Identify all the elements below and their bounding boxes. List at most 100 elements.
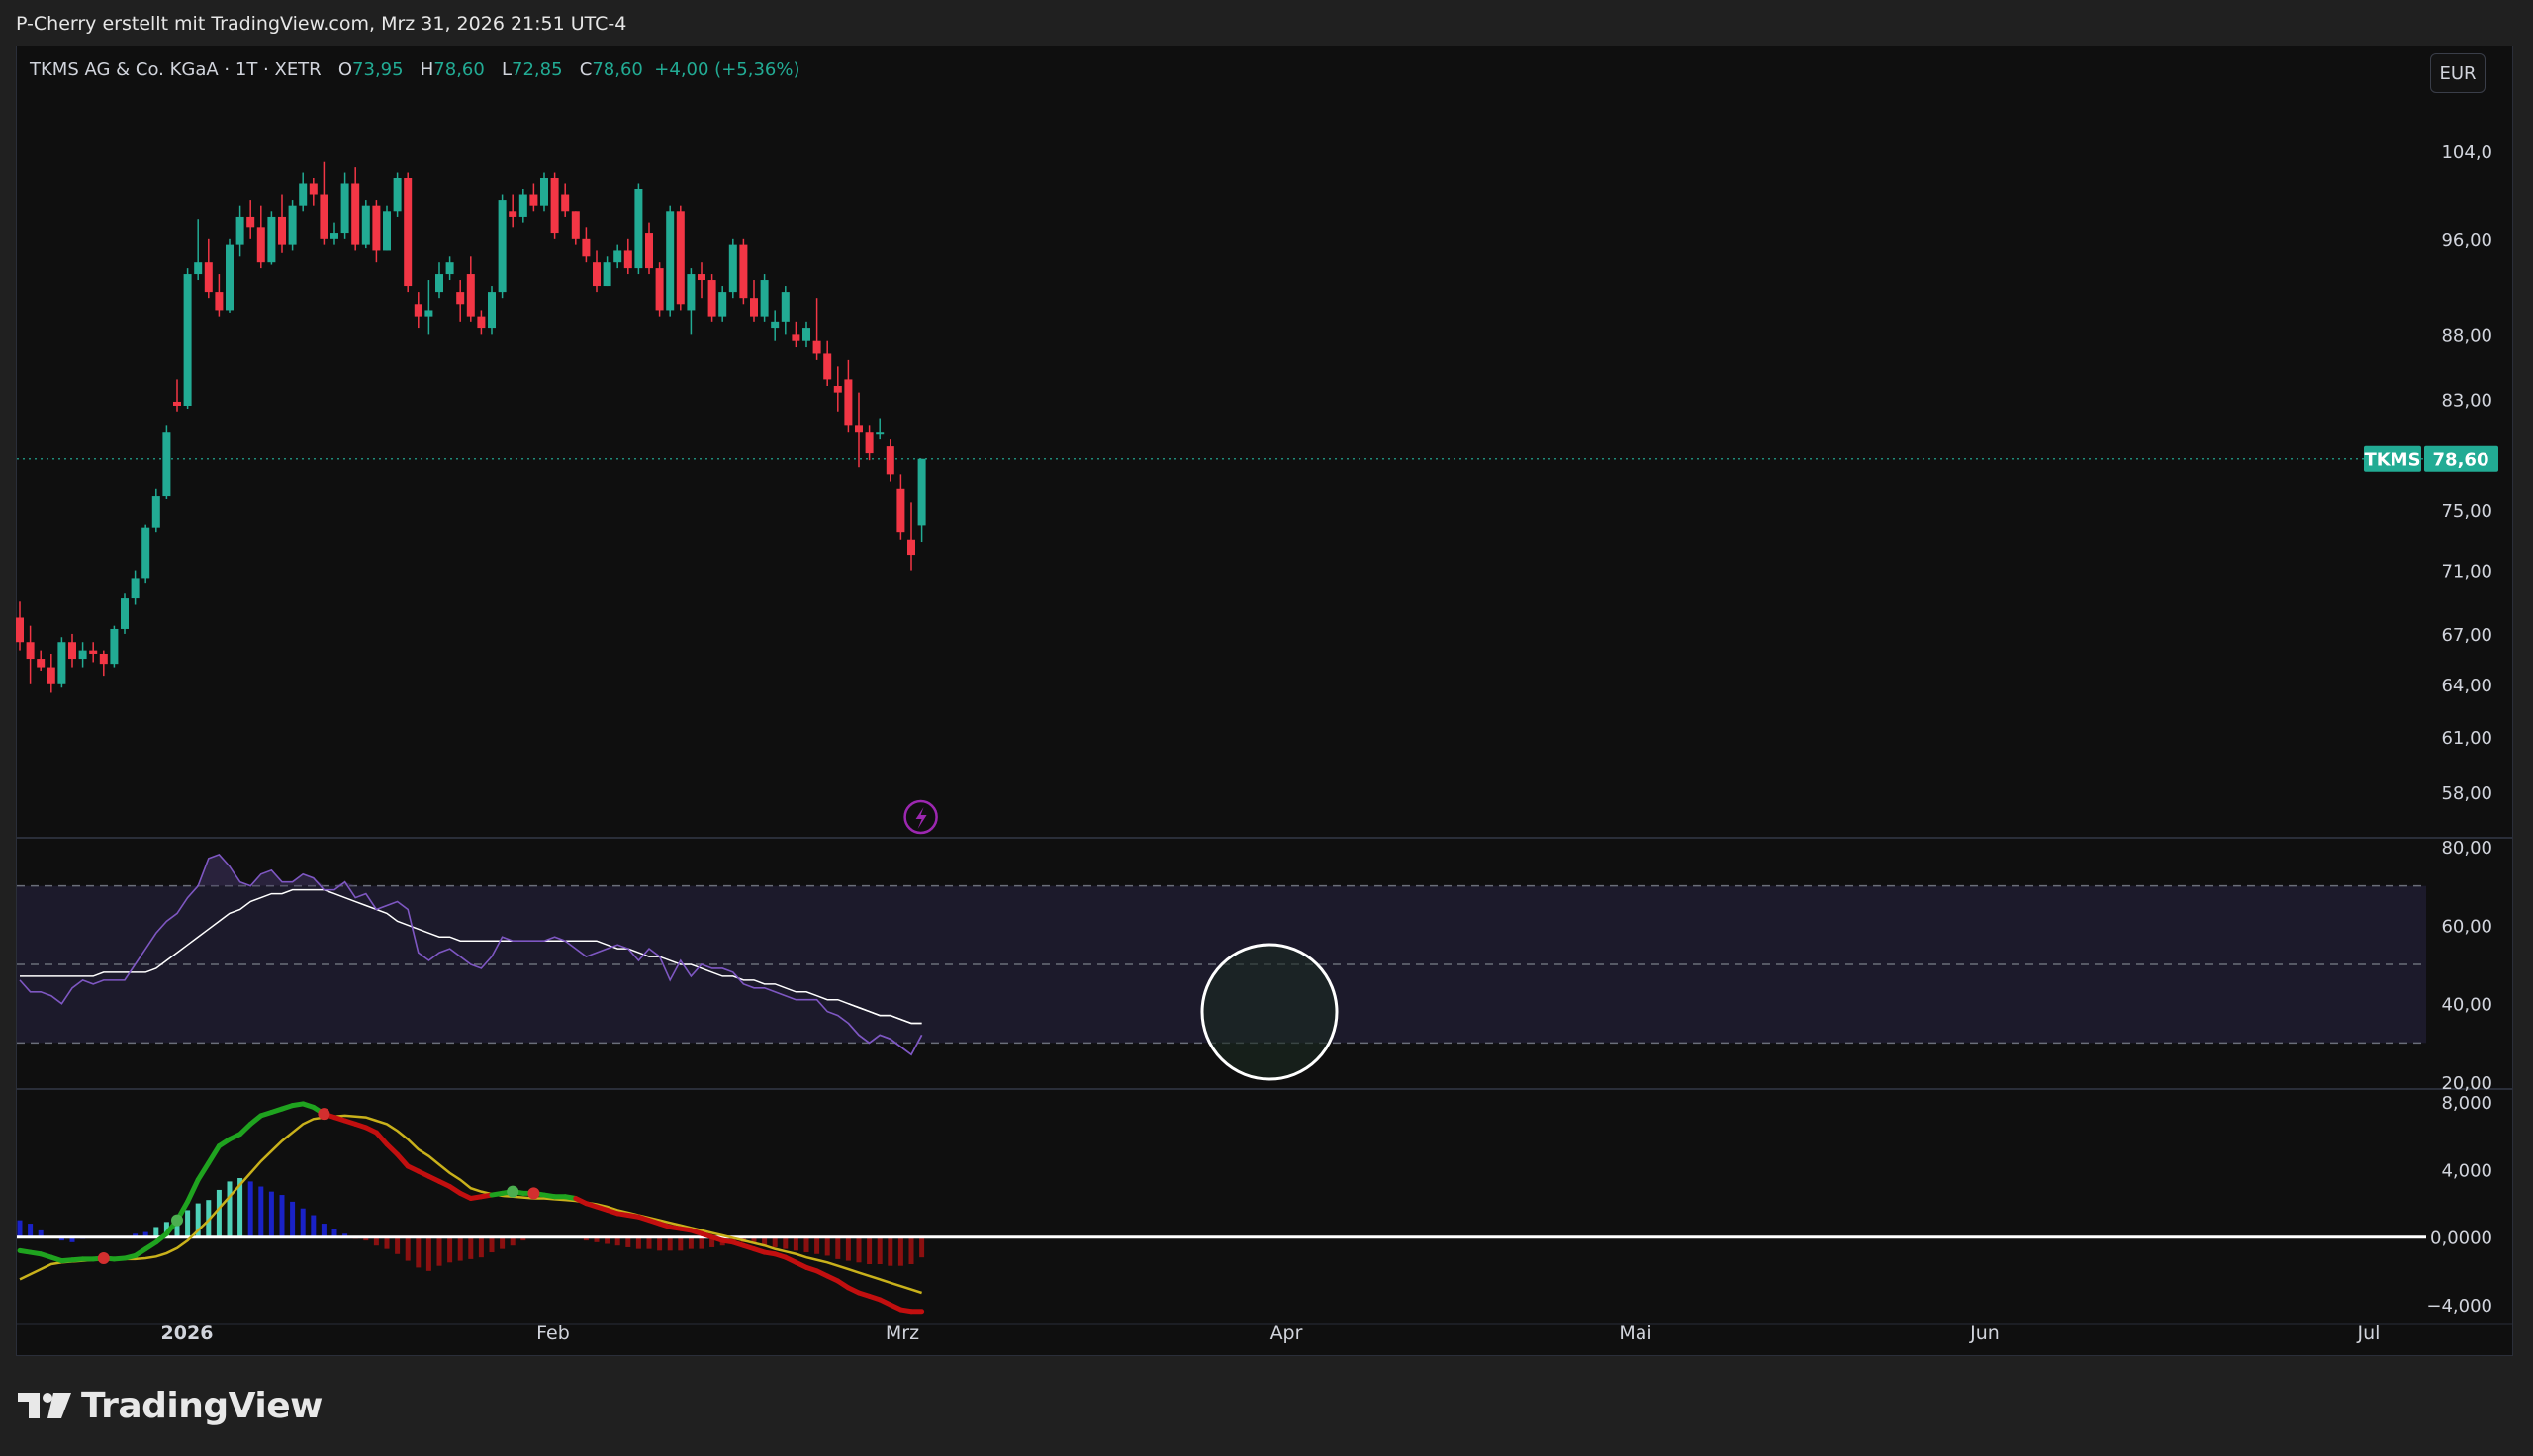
axes: 104,0 96,00 88,00 83,00 75,00 71,00 67,00 64,00… bbox=[17, 142, 2513, 1344]
candle-body bbox=[728, 244, 737, 293]
x-axis-tick: Mrz bbox=[886, 1322, 919, 1344]
candle-body bbox=[320, 194, 328, 239]
macd-histogram-bar bbox=[247, 1181, 253, 1237]
macd-histogram-bar bbox=[268, 1191, 274, 1237]
macd-histogram-bar bbox=[153, 1227, 159, 1237]
macd-histogram-bar bbox=[824, 1236, 830, 1256]
legend-open-value: 73,95 bbox=[352, 59, 404, 80]
macd-axis-tick: 4,000 bbox=[2441, 1160, 2492, 1181]
candle-body bbox=[518, 194, 527, 217]
macd-histogram-bar bbox=[163, 1222, 169, 1237]
candle-body bbox=[509, 211, 517, 217]
macd-histogram-bar bbox=[28, 1224, 34, 1237]
macd-histogram-bar bbox=[919, 1236, 925, 1258]
macd-histogram-bar bbox=[425, 1236, 431, 1271]
macd-histogram-bar bbox=[237, 1178, 243, 1237]
macd-histogram-bar bbox=[897, 1236, 903, 1266]
candle-body bbox=[246, 216, 255, 228]
macd-histogram-bar bbox=[783, 1236, 789, 1249]
legend-symbol: TKMS AG & Co. KGaA · 1T · XETR bbox=[30, 59, 322, 80]
candle-body bbox=[844, 379, 853, 426]
macd-histogram-bar bbox=[814, 1236, 820, 1254]
macd-histogram-bar bbox=[520, 1236, 526, 1241]
top-bar: P-Cherry erstellt mit TradingView.com, M… bbox=[0, 0, 2533, 49]
candle-body bbox=[309, 183, 318, 195]
macd-cross-dot bbox=[171, 1214, 183, 1227]
macd-line-segment bbox=[195, 1160, 212, 1183]
x-axis-tick: Jun bbox=[1969, 1322, 2000, 1344]
candle-body bbox=[655, 268, 664, 311]
legend-low-label: L bbox=[502, 59, 513, 80]
candle-body bbox=[771, 321, 780, 329]
lightning-icon-bolt bbox=[915, 807, 927, 829]
macd-histogram-bar bbox=[908, 1236, 914, 1264]
price-axis-tick: 96,00 bbox=[2441, 230, 2492, 251]
candle-body bbox=[414, 304, 422, 317]
candle-body bbox=[750, 298, 758, 317]
price-axis-tick: 58,00 bbox=[2441, 783, 2492, 804]
chart-frame[interactable] bbox=[16, 46, 2513, 1356]
macd-histogram-bar bbox=[614, 1236, 620, 1246]
candle-body bbox=[37, 659, 46, 668]
candle-body bbox=[194, 262, 203, 275]
macd-signal-line bbox=[19, 1114, 922, 1295]
price-tag-symbol-bg bbox=[2364, 445, 2421, 472]
tradingview-logo[interactable]: TradingView bbox=[18, 1383, 323, 1428]
candle-body bbox=[550, 178, 559, 234]
macd-histogram-bar bbox=[38, 1229, 44, 1237]
macd-histogram-bar bbox=[709, 1236, 715, 1247]
macd-histogram-bar bbox=[300, 1208, 306, 1237]
candle-body bbox=[267, 216, 276, 263]
candle-body bbox=[456, 292, 465, 305]
x-axis-tick: 2026 bbox=[161, 1322, 214, 1344]
rsi-axis-tick: 60,00 bbox=[2441, 916, 2492, 937]
macd-histogram-bar bbox=[635, 1236, 641, 1249]
candle-body bbox=[603, 262, 611, 287]
candle-body bbox=[372, 205, 381, 251]
attribution-text: P-Cherry erstellt mit TradingView.com, M… bbox=[16, 13, 627, 35]
legend-change: +4,00 (+5,36%) bbox=[654, 59, 800, 80]
symbol-legend: TKMS AG & Co. KGaA · 1T · XETR O73,95 H7… bbox=[30, 59, 800, 80]
price-axis-tick: 88,00 bbox=[2441, 325, 2492, 346]
rsi-ma-line-highlight bbox=[848, 1002, 922, 1025]
candle-body bbox=[141, 527, 150, 579]
price-tag-value: 78,60 bbox=[2433, 450, 2489, 471]
candle-body bbox=[529, 194, 538, 206]
candle-body bbox=[68, 642, 76, 660]
candle-body bbox=[613, 250, 622, 263]
candle-body bbox=[393, 178, 402, 212]
candle-body bbox=[498, 200, 507, 293]
price-axis-tick: 71,00 bbox=[2441, 562, 2492, 583]
macd-histogram-bar bbox=[405, 1236, 411, 1261]
macd-histogram-bar bbox=[605, 1236, 610, 1244]
candle-body bbox=[645, 233, 653, 269]
price-tag-value-bg bbox=[2424, 445, 2498, 472]
candle-body bbox=[16, 617, 24, 643]
macd-histogram-bar bbox=[845, 1236, 851, 1261]
candle-body bbox=[707, 280, 716, 317]
macd-pane bbox=[17, 1101, 2426, 1315]
candle-body bbox=[593, 262, 601, 287]
macd-axis-tick: 0,0000 bbox=[2430, 1228, 2492, 1249]
candle-body bbox=[781, 292, 790, 322]
candle-body bbox=[488, 292, 496, 329]
candle-body bbox=[131, 578, 140, 599]
candle-body bbox=[151, 496, 160, 528]
macd-histogram-bar bbox=[751, 1236, 757, 1244]
macd-histogram-bar bbox=[133, 1233, 139, 1237]
candle-body bbox=[26, 642, 35, 660]
candle-body bbox=[330, 233, 338, 239]
candle-body bbox=[226, 244, 234, 311]
x-axis-tick: Jul bbox=[2357, 1322, 2381, 1344]
candle-body bbox=[739, 244, 748, 299]
candle-body bbox=[57, 642, 66, 684]
legend-open-label: O bbox=[337, 59, 353, 80]
price-pane bbox=[16, 161, 2426, 835]
macd-histogram-bar bbox=[142, 1231, 148, 1237]
macd-histogram-bar bbox=[321, 1224, 327, 1237]
macd-histogram-bar bbox=[478, 1236, 484, 1258]
currency-button[interactable]: EUR bbox=[2430, 53, 2486, 93]
candle-body bbox=[99, 653, 108, 665]
macd-line-segment bbox=[395, 1151, 411, 1169]
